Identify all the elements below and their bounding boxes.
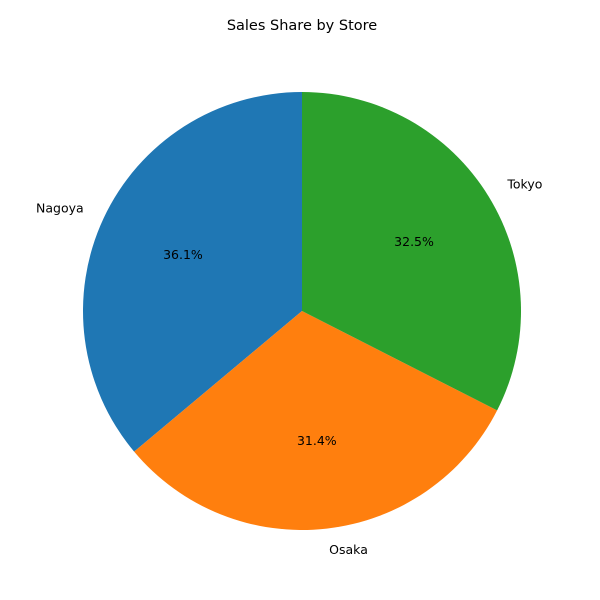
percent-label-nagoya: 36.1% <box>163 247 203 262</box>
percent-label-tokyo: 32.5% <box>394 234 434 249</box>
slice-label-osaka: Osaka <box>329 542 368 557</box>
percent-label-osaka: 31.4% <box>297 433 337 448</box>
pie-slice-nagoya <box>82 92 302 452</box>
pie-slice-tokyo <box>302 91 521 411</box>
slice-label-tokyo: Tokyo <box>506 177 542 192</box>
slice-label-nagoya: Nagoya <box>36 201 84 216</box>
pie-slices <box>82 91 521 530</box>
pie-labels: Nagoya 36.1% Osaka 31.4% Tokyo 32.5% <box>36 177 542 557</box>
pie-slice-osaka <box>134 311 498 530</box>
chart-title: Sales Share by Store <box>227 18 377 34</box>
